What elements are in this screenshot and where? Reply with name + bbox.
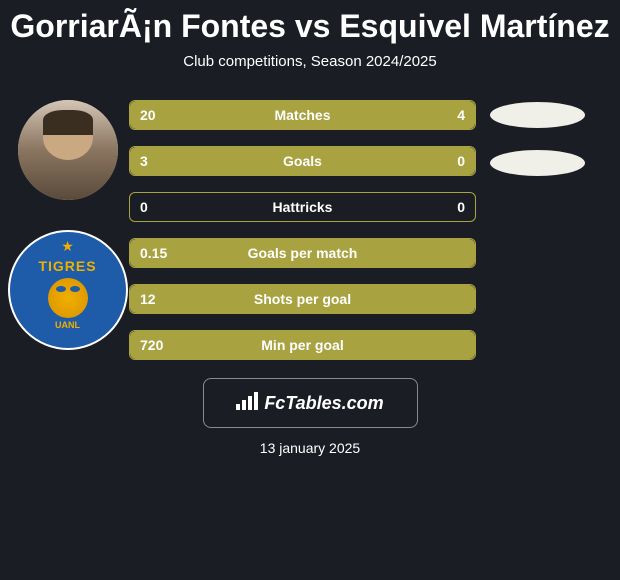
footer-logo[interactable]: FcTables.com	[203, 378, 418, 428]
tiger-icon	[48, 278, 88, 318]
avatar-face-icon	[18, 100, 118, 200]
star-icon: ★	[61, 238, 74, 255]
right-column	[480, 100, 600, 176]
main-content: ★ TIGRES UANL 20Matches43Goals00Hattrick…	[0, 100, 620, 360]
stats-column: 20Matches43Goals00Hattricks00.15Goals pe…	[125, 100, 480, 360]
ellipse-shape	[490, 150, 585, 176]
stat-label: Goals per match	[130, 245, 475, 261]
stat-label: Matches	[130, 107, 475, 123]
stat-label: Goals	[130, 153, 475, 169]
chart-icon	[236, 392, 260, 415]
stat-label: Shots per goal	[130, 291, 475, 307]
stat-value-right: 0	[457, 153, 465, 169]
stat-bar: 12Shots per goal	[129, 284, 476, 314]
stat-value-right: 0	[457, 199, 465, 215]
stat-bar: 0.15Goals per match	[129, 238, 476, 268]
stat-bar: 0Hattricks0	[129, 192, 476, 222]
stat-bar: 3Goals0	[129, 146, 476, 176]
logo-text: FcTables.com	[264, 393, 383, 414]
left-column: ★ TIGRES UANL	[10, 100, 125, 350]
stat-label: Min per goal	[130, 337, 475, 353]
stat-value-right: 4	[457, 107, 465, 123]
stat-bar: 20Matches4	[129, 100, 476, 130]
badge-text: TIGRES	[38, 258, 96, 274]
ellipse-shape	[490, 102, 585, 128]
subtitle: Club competitions, Season 2024/2025	[0, 53, 620, 100]
page-title: GorriarÃ¡n Fontes vs Esquivel Martínez	[0, 0, 620, 53]
stat-bar: 720Min per goal	[129, 330, 476, 360]
badge-bottom-text: UANL	[55, 320, 80, 330]
stat-label: Hattricks	[130, 199, 475, 215]
team-badge: ★ TIGRES UANL	[8, 230, 128, 350]
player-avatar	[18, 100, 118, 200]
footer-date: 13 january 2025	[0, 440, 620, 456]
